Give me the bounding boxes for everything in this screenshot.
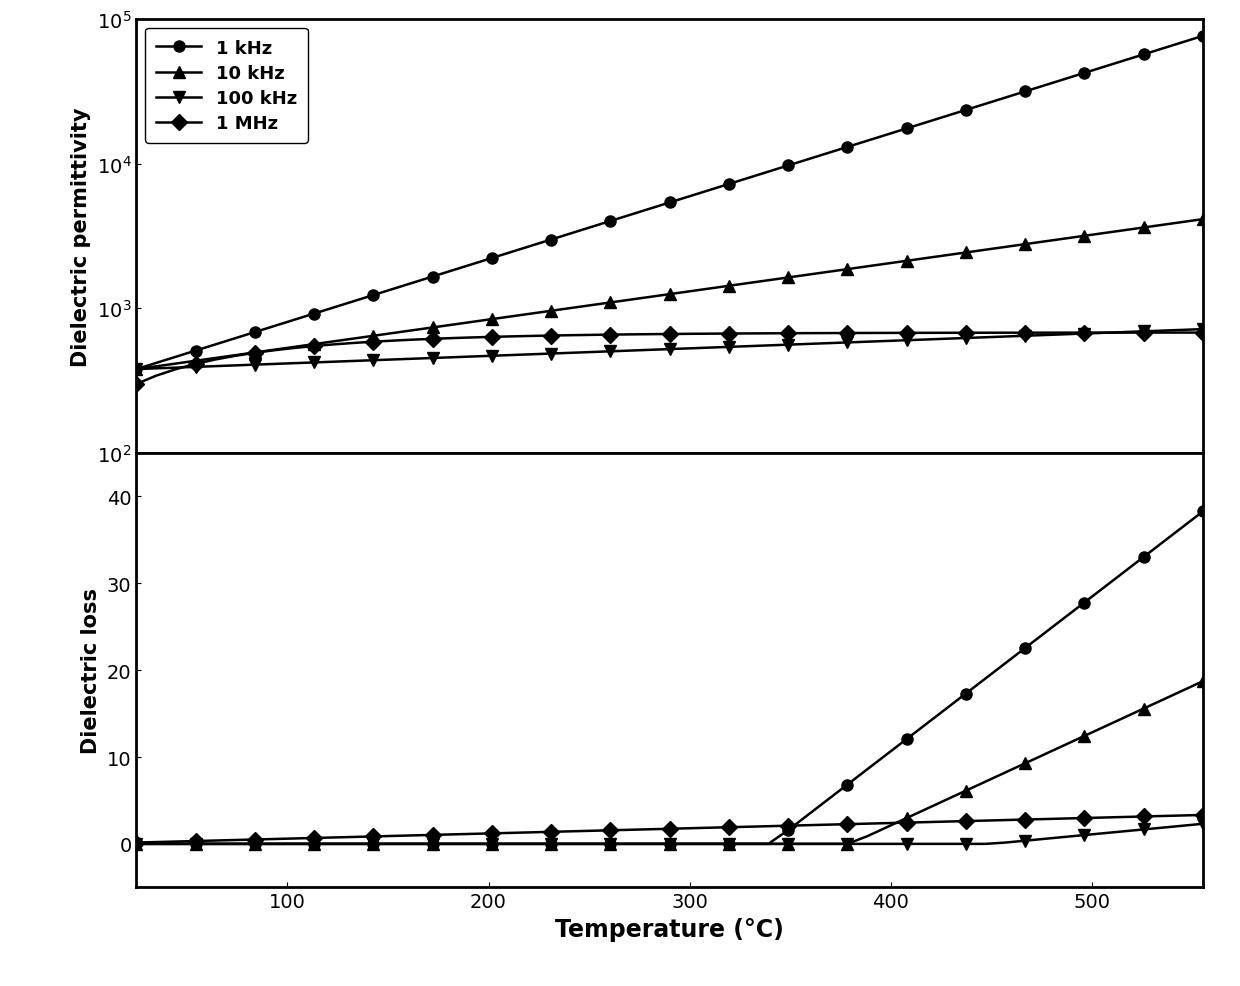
100 kHz <box>525 838 539 850</box>
10 kHz <box>525 309 539 320</box>
10 kHz <box>1195 675 1210 687</box>
100 kHz <box>1076 328 1091 340</box>
10 kHz <box>129 838 144 850</box>
1 MHz <box>1176 810 1190 821</box>
1 MHz <box>248 834 263 846</box>
Legend: 1 kHz, 10 kHz, 100 kHz, 1 MHz: 1 kHz, 10 kHz, 100 kHz, 1 MHz <box>145 29 308 144</box>
1 kHz <box>248 326 263 338</box>
1 kHz <box>1076 597 1091 608</box>
100 kHz <box>1176 820 1190 832</box>
1 kHz <box>386 838 401 850</box>
100 kHz <box>326 356 341 368</box>
100 kHz <box>326 838 341 850</box>
100 kHz <box>525 349 539 361</box>
100 kHz <box>386 838 401 850</box>
1 kHz <box>248 838 263 850</box>
1 MHz <box>1076 327 1091 339</box>
100 kHz <box>1195 323 1210 335</box>
1 kHz <box>1176 522 1190 533</box>
X-axis label: Temperature (°C): Temperature (°C) <box>556 917 784 941</box>
1 MHz <box>525 826 539 838</box>
10 kHz <box>1176 684 1190 696</box>
10 kHz <box>525 838 539 850</box>
1 kHz <box>326 302 341 314</box>
Line: 100 kHz: 100 kHz <box>131 324 1208 376</box>
100 kHz <box>248 838 263 850</box>
10 kHz <box>129 364 144 376</box>
1 MHz <box>1195 810 1210 821</box>
10 kHz <box>248 347 263 359</box>
Line: 10 kHz: 10 kHz <box>131 676 1208 850</box>
1 kHz <box>1176 37 1190 49</box>
1 kHz <box>129 838 144 850</box>
1 MHz <box>386 335 401 347</box>
1 kHz <box>1076 68 1091 80</box>
1 MHz <box>248 347 263 359</box>
100 kHz <box>1195 818 1210 830</box>
10 kHz <box>1076 231 1091 243</box>
1 MHz <box>1195 327 1210 339</box>
10 kHz <box>1176 217 1190 229</box>
10 kHz <box>326 838 341 850</box>
1 kHz <box>129 364 144 376</box>
100 kHz <box>386 354 401 366</box>
100 kHz <box>129 838 144 850</box>
1 MHz <box>326 339 341 351</box>
Line: 1 kHz: 1 kHz <box>131 32 1208 376</box>
1 kHz <box>1195 506 1210 518</box>
100 kHz <box>248 359 263 371</box>
Line: 1 kHz: 1 kHz <box>131 507 1208 850</box>
Line: 1 MHz: 1 MHz <box>131 327 1208 390</box>
100 kHz <box>129 364 144 376</box>
1 MHz <box>525 330 539 342</box>
1 MHz <box>1076 812 1091 824</box>
10 kHz <box>1195 214 1210 226</box>
10 kHz <box>248 838 263 850</box>
Line: 100 kHz: 100 kHz <box>131 818 1208 850</box>
100 kHz <box>1176 324 1190 336</box>
Line: 1 MHz: 1 MHz <box>131 810 1208 848</box>
1 kHz <box>326 838 341 850</box>
1 kHz <box>525 838 539 850</box>
1 MHz <box>129 379 144 390</box>
1 kHz <box>1195 31 1210 42</box>
10 kHz <box>386 327 401 339</box>
1 MHz <box>129 837 144 849</box>
Y-axis label: Dielectric loss: Dielectric loss <box>82 588 102 753</box>
1 MHz <box>1176 327 1190 339</box>
1 MHz <box>386 830 401 842</box>
Y-axis label: Dielectric permittivity: Dielectric permittivity <box>71 107 92 366</box>
1 MHz <box>326 831 341 843</box>
1 kHz <box>525 241 539 252</box>
10 kHz <box>326 336 341 348</box>
100 kHz <box>1076 829 1091 841</box>
10 kHz <box>386 838 401 850</box>
10 kHz <box>1076 731 1091 742</box>
Line: 10 kHz: 10 kHz <box>131 214 1208 376</box>
1 kHz <box>386 284 401 296</box>
